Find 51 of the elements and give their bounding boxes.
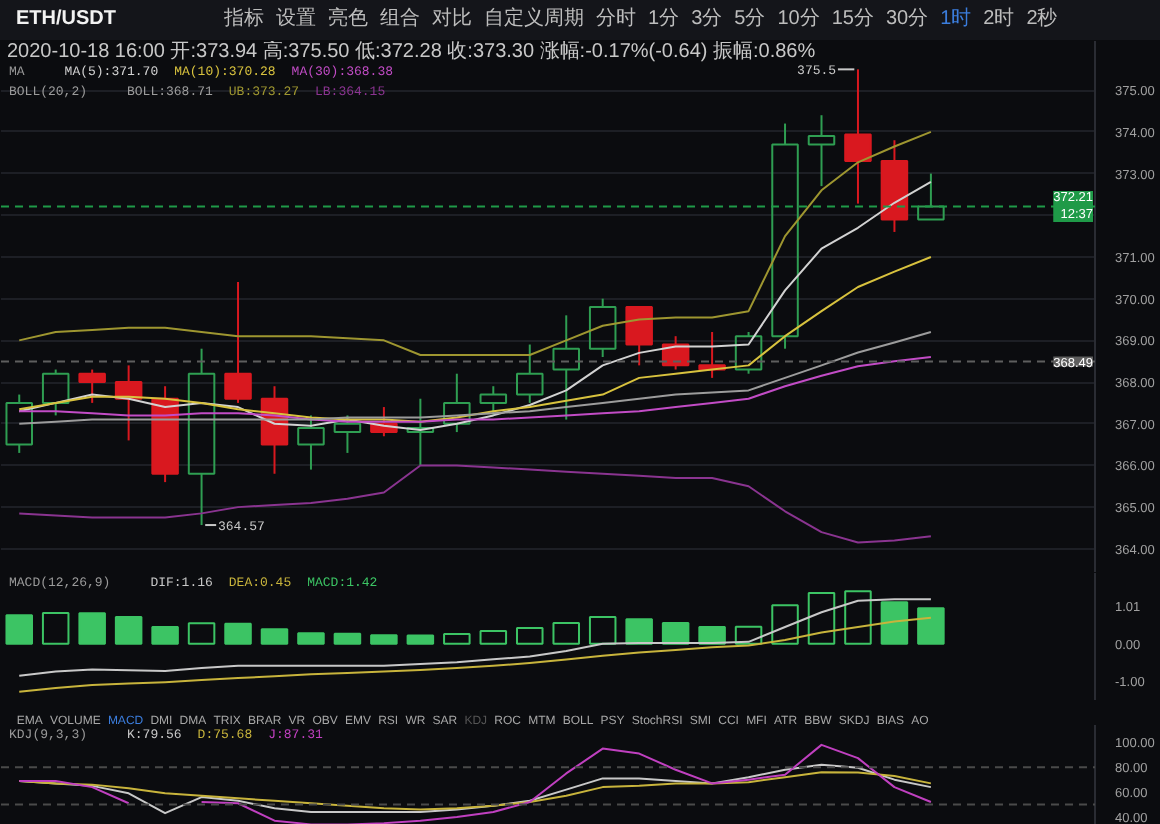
text: 2秒	[1026, 6, 1058, 34]
text: 30分	[885, 6, 929, 34]
bar	[5, 614, 33, 645]
text: ETH/USDT	[16, 6, 116, 34]
text: 1时	[940, 6, 972, 34]
bar	[917, 607, 945, 645]
bar	[771, 604, 799, 645]
text: 亮色	[328, 6, 368, 34]
bar	[844, 590, 872, 645]
bar	[588, 616, 617, 645]
bar	[516, 627, 544, 645]
bar	[114, 616, 143, 645]
bar	[187, 622, 216, 645]
text: 自定义周期	[484, 6, 584, 34]
text: 设置	[276, 6, 316, 34]
text: 分时	[596, 6, 636, 34]
bar	[78, 612, 106, 645]
bar	[443, 633, 471, 645]
bar	[406, 634, 435, 645]
line-series	[18, 130, 932, 356]
text: 5分	[734, 6, 766, 34]
line-series	[18, 616, 932, 693]
text: 15分	[831, 6, 874, 34]
bar	[552, 621, 580, 645]
text: 2时	[983, 6, 1015, 34]
text: 组合	[380, 6, 420, 34]
text: 1分	[648, 6, 680, 34]
candlestick	[552, 314, 580, 421]
bar	[661, 621, 690, 645]
text: 指标	[224, 6, 264, 34]
candlestick	[406, 397, 435, 467]
bar	[297, 632, 325, 645]
bar	[880, 601, 909, 645]
text: 对比	[432, 6, 472, 34]
bar	[151, 626, 179, 645]
text: 10分	[777, 6, 820, 34]
candlestick	[807, 114, 836, 188]
line-series	[18, 598, 932, 677]
text: 3分	[691, 6, 723, 34]
bar	[224, 622, 252, 645]
candlestick	[771, 122, 799, 350]
bar	[479, 630, 508, 645]
bar	[370, 634, 398, 645]
bar	[333, 632, 362, 645]
bar	[625, 618, 653, 645]
bar	[260, 628, 289, 645]
bar	[41, 611, 70, 645]
bar	[807, 591, 836, 645]
bar	[734, 625, 763, 645]
candlestick	[880, 139, 909, 233]
line-series	[18, 464, 932, 544]
